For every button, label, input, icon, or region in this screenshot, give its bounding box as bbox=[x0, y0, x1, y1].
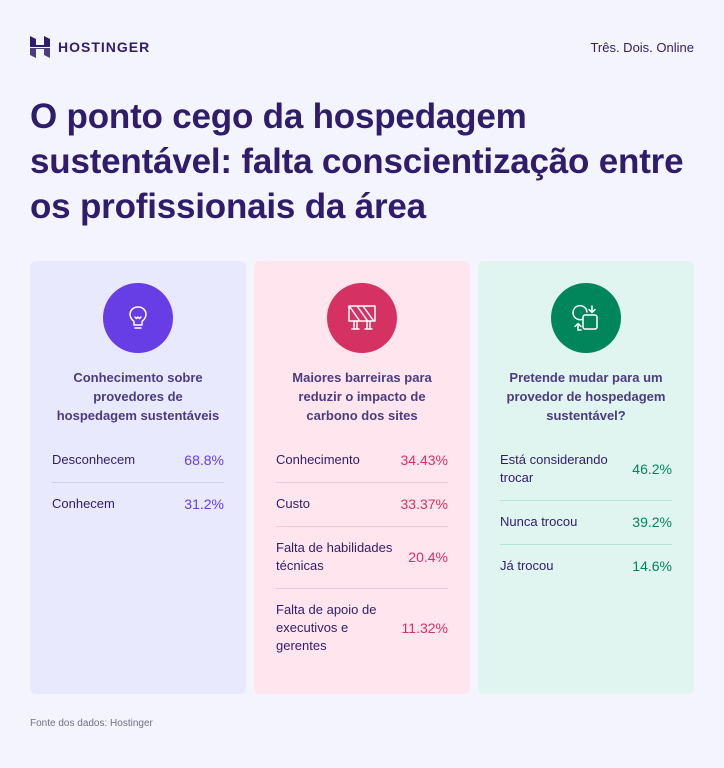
brand-logo: HOSTINGER bbox=[30, 36, 150, 58]
row-value: 46.2% bbox=[632, 461, 672, 477]
card-title: Maiores barreiras para reduzir o impacto… bbox=[292, 370, 432, 423]
table-row: Conhecimento 34.43% bbox=[276, 451, 448, 483]
row-label: Já trocou bbox=[500, 558, 554, 573]
card-title: Conhecimento sobre provedores de hospeda… bbox=[56, 370, 220, 423]
row-label: Custo bbox=[276, 496, 310, 511]
row-label: Conhecimento bbox=[276, 452, 360, 467]
card-awareness: Conhecimento sobre provedores de hospeda… bbox=[30, 261, 246, 694]
cards-container: Conhecimento sobre provedores de hospeda… bbox=[30, 261, 694, 694]
brand-name: HOSTINGER bbox=[58, 39, 151, 55]
row-value: 31.2% bbox=[184, 496, 224, 512]
row-label: Nunca trocou bbox=[500, 514, 578, 529]
table-row: Falta de apoio de executivos e gerentes … bbox=[276, 589, 448, 668]
icon-badge bbox=[327, 283, 397, 353]
data-rows: Conhecimento 34.43% Custo 33.37% Falta d… bbox=[276, 451, 448, 668]
row-value: 68.8% bbox=[184, 452, 224, 468]
row-value: 11.32% bbox=[401, 620, 448, 636]
table-row: Custo 33.37% bbox=[276, 483, 448, 527]
card-barriers: Maiores barreiras para reduzir o impacto… bbox=[254, 261, 470, 694]
tagline: Três. Dois. Online bbox=[590, 39, 694, 55]
table-row: Falta de habilidades técnicas 20.4% bbox=[276, 527, 448, 589]
icon-badge bbox=[551, 283, 621, 353]
header: HOSTINGER Três. Dois. Online bbox=[30, 36, 694, 58]
card-title: Pretende mudar para um provedor de hospe… bbox=[506, 370, 666, 423]
row-value: 33.37% bbox=[400, 496, 448, 512]
row-label: Falta de habilidades técnicas bbox=[276, 540, 393, 573]
page-title: O ponto cego da hospedagem sustentável: … bbox=[30, 97, 684, 226]
row-value: 39.2% bbox=[632, 514, 672, 530]
table-row: Já trocou 14.6% bbox=[500, 545, 672, 588]
row-label: Desconhecem bbox=[52, 452, 136, 467]
data-rows: Está considerando trocar 46.2% Nunca tro… bbox=[500, 451, 672, 588]
lightbulb-icon bbox=[129, 306, 147, 329]
row-value: 14.6% bbox=[632, 558, 672, 574]
table-row: Conhecem 31.2% bbox=[52, 483, 224, 526]
row-label: Está considerando trocar bbox=[500, 452, 608, 485]
row-value: 34.43% bbox=[400, 452, 448, 468]
icon-badge bbox=[103, 283, 173, 353]
data-source-footer: Fonte dos dados: Hostinger bbox=[30, 718, 153, 729]
hostinger-logo-icon bbox=[30, 36, 50, 58]
table-row: Nunca trocou 39.2% bbox=[500, 501, 672, 545]
billboard-icon bbox=[348, 305, 376, 330]
card-switch-intent: Pretende mudar para um provedor de hospe… bbox=[478, 261, 694, 694]
row-label: Conhecem bbox=[52, 496, 115, 511]
data-rows: Desconhecem 68.8% Conhecem 31.2% bbox=[52, 451, 224, 526]
table-row: Está considerando trocar 46.2% bbox=[500, 451, 672, 501]
table-row: Desconhecem 68.8% bbox=[52, 451, 224, 483]
switch-shapes-icon bbox=[572, 304, 598, 331]
row-value: 20.4% bbox=[408, 549, 448, 565]
row-label: Falta de apoio de executivos e gerentes bbox=[276, 602, 377, 653]
